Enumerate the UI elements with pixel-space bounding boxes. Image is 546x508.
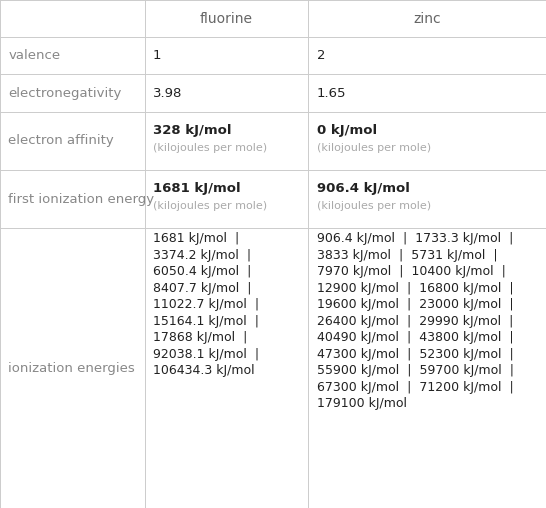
Text: 1681 kJ/mol  |
3374.2 kJ/mol  |
6050.4 kJ/mol  |
8407.7 kJ/mol  |
11022.7 kJ/mol: 1681 kJ/mol | 3374.2 kJ/mol | 6050.4 kJ/… <box>153 233 259 377</box>
Text: first ionization energy: first ionization energy <box>8 193 155 206</box>
Text: zinc: zinc <box>413 12 441 25</box>
Text: (kilojoules per mole): (kilojoules per mole) <box>153 143 267 153</box>
Text: 0 kJ/mol: 0 kJ/mol <box>317 124 377 137</box>
Text: electron affinity: electron affinity <box>8 134 114 147</box>
Text: 328 kJ/mol: 328 kJ/mol <box>153 124 232 137</box>
Text: 1681 kJ/mol: 1681 kJ/mol <box>153 182 240 195</box>
Text: 2: 2 <box>317 49 325 62</box>
Text: valence: valence <box>8 49 60 62</box>
Text: 906.4 kJ/mol  |  1733.3 kJ/mol  |
3833 kJ/mol  |  5731 kJ/mol  |
7970 kJ/mol  | : 906.4 kJ/mol | 1733.3 kJ/mol | 3833 kJ/m… <box>317 233 514 410</box>
Text: electronegativity: electronegativity <box>8 86 122 100</box>
Text: 906.4 kJ/mol: 906.4 kJ/mol <box>317 182 410 195</box>
Text: (kilojoules per mole): (kilojoules per mole) <box>317 143 431 153</box>
Text: (kilojoules per mole): (kilojoules per mole) <box>153 201 267 211</box>
Text: 1: 1 <box>153 49 162 62</box>
Text: 3.98: 3.98 <box>153 86 182 100</box>
Text: (kilojoules per mole): (kilojoules per mole) <box>317 201 431 211</box>
Text: fluorine: fluorine <box>200 12 253 25</box>
Text: 1.65: 1.65 <box>317 86 346 100</box>
Text: ionization energies: ionization energies <box>8 362 135 375</box>
